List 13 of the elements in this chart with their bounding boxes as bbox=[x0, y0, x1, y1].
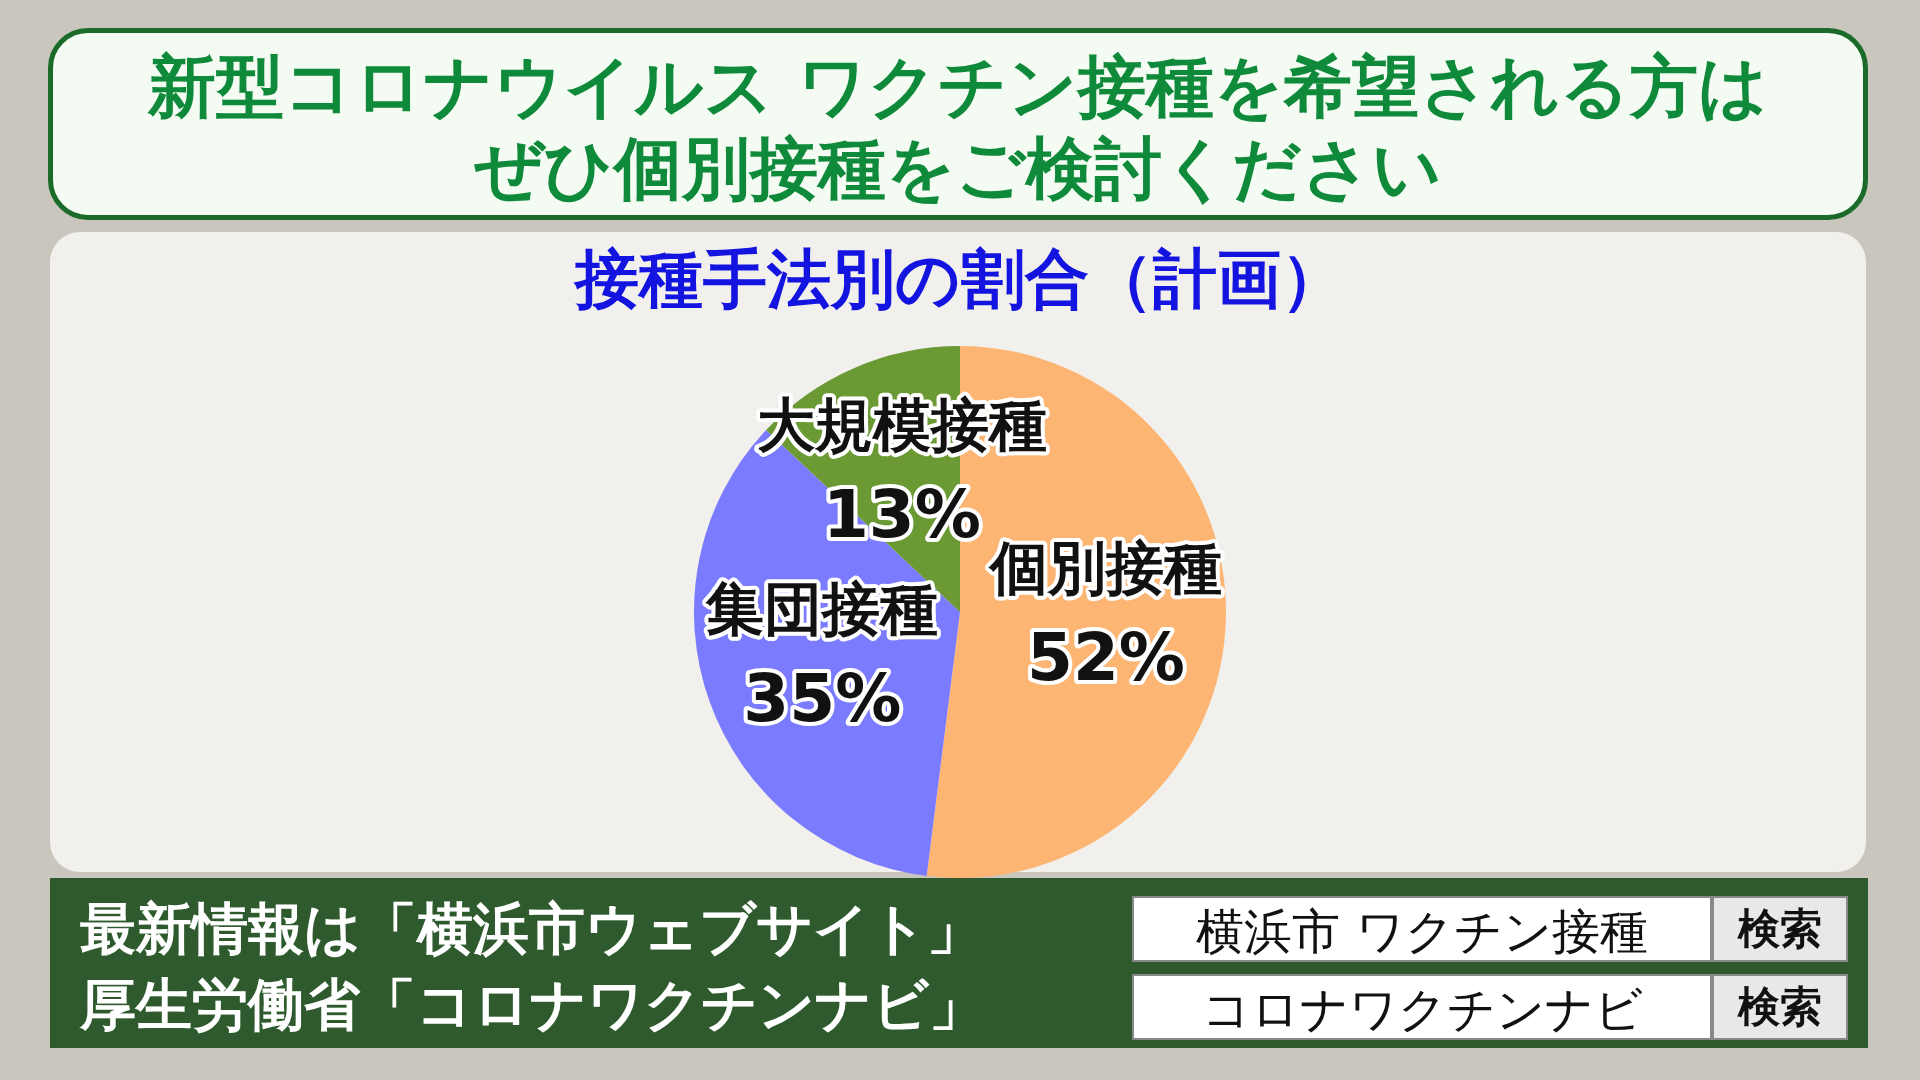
data-label: 35% bbox=[743, 659, 902, 737]
slice-label: 個別接種 bbox=[988, 534, 1223, 603]
slice-label: 集団接種 bbox=[705, 574, 939, 643]
text: 検索 bbox=[1712, 896, 1848, 962]
text: コロナワクチンナビ bbox=[1132, 974, 1712, 1040]
text: 最新情報は「横浜市ウェブサイト」 bbox=[80, 895, 983, 963]
chart-subtitle: ぜひ個別接種をご検討ください bbox=[473, 128, 1443, 210]
text: 横浜市 ワクチン接種 bbox=[1132, 896, 1712, 962]
text: 厚生労働省「コロナワクチンナビ」 bbox=[80, 971, 985, 1039]
text: 検索 bbox=[1712, 974, 1848, 1040]
chart-title: 新型コロナウイルス ワクチン接種を希望される方は bbox=[146, 47, 1769, 127]
data-label: 52% bbox=[1027, 619, 1185, 697]
text: 接種手法別の割合（計画） bbox=[572, 241, 1346, 318]
